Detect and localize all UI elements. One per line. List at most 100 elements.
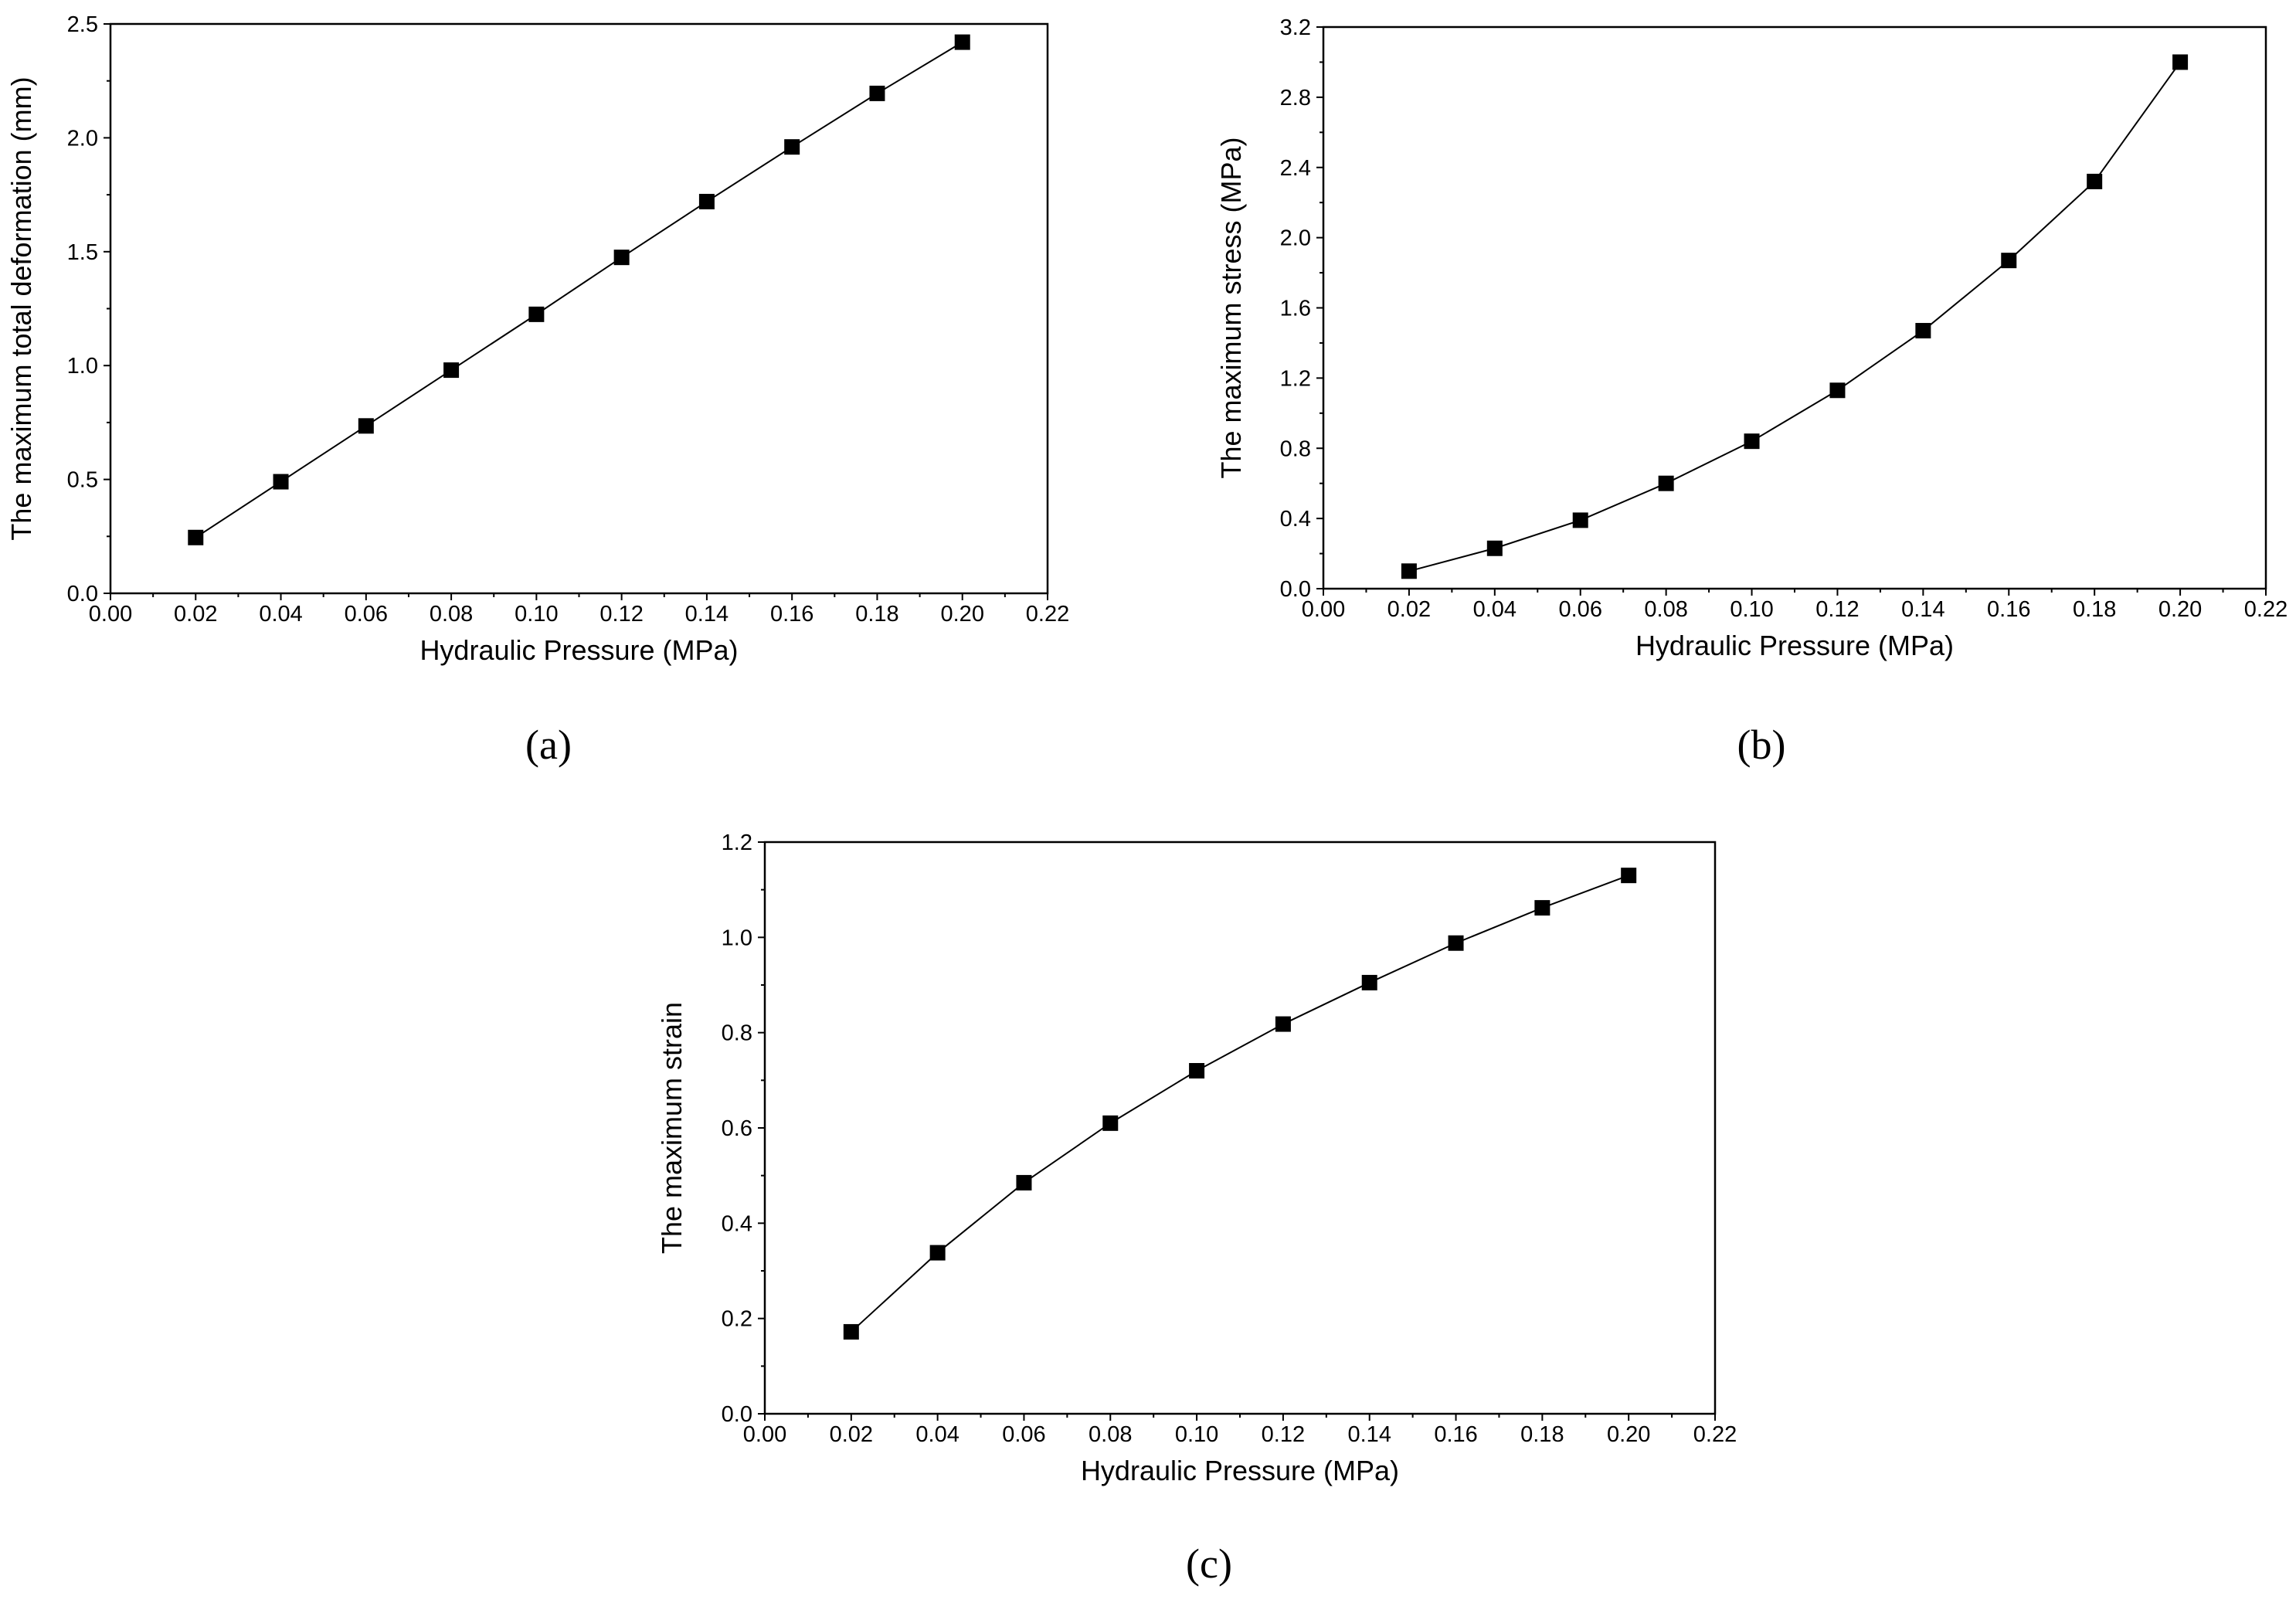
x-tick-label: 0.06: [1559, 597, 1602, 622]
data-point-marker: [1915, 323, 1931, 339]
chart-panel-1: 0.00 0.02 0.04 0.06 0.08 0.10 0.12 0.14 0.16 0.18…: [5, 12, 1069, 768]
data-point-marker: [784, 139, 800, 155]
panel-label: (a): [525, 722, 572, 768]
data-point-marker: [188, 529, 204, 545]
x-tick-label: 0.12: [1262, 1422, 1305, 1447]
data-point-marker: [1572, 512, 1588, 528]
y-tick-label: 1.5: [67, 240, 98, 265]
chart-panel-3: 0.00 0.02 0.04 0.06 0.08 0.10 0.12 0.14 0.16 0.18…: [656, 830, 1737, 1587]
data-point-marker: [1016, 1174, 1032, 1191]
panel-label: (c): [1186, 1540, 1232, 1587]
y-tick-label: 2.0: [1280, 226, 1311, 251]
y-tick-label: 2.5: [67, 12, 98, 37]
y-tick-label: 0.2: [722, 1307, 752, 1332]
data-point-marker: [443, 362, 460, 379]
y-tick-label: 3.2: [1280, 15, 1311, 40]
x-tick-label: 0.00: [1302, 597, 1345, 622]
x-tick-label: 0.20: [2158, 597, 2202, 622]
series-line: [1408, 61, 2181, 572]
data-point-marker: [929, 1245, 946, 1261]
data-point-marker: [528, 306, 545, 322]
x-tick-label: 0.04: [1473, 597, 1517, 622]
x-tick-label: 0.14: [685, 602, 729, 627]
x-axis-label: Hydraulic Pressure (MPa): [1635, 630, 1954, 661]
x-tick-label: 0.20: [1607, 1422, 1650, 1447]
y-tick-label: 0.4: [1280, 507, 1311, 532]
x-tick-label: 0.02: [830, 1422, 873, 1447]
y-axis-label: The maximum stress (MPa): [1215, 137, 1247, 478]
y-tick-label: 1.2: [1280, 366, 1311, 391]
y-tick-label: 0.0: [722, 1402, 752, 1427]
x-tick-label: 0.16: [1434, 1422, 1477, 1447]
data-point-marker: [843, 1323, 859, 1340]
data-point-marker: [698, 193, 715, 209]
x-axis-label: Hydraulic Pressure (MPa): [419, 634, 738, 666]
series-line: [851, 875, 1629, 1333]
y-tick-label: 0.8: [1280, 436, 1311, 461]
x-tick-label: 0.00: [743, 1422, 786, 1447]
y-axis-label: The maximum total deformation (mm): [5, 76, 37, 540]
y-tick-label: 2.4: [1280, 156, 1311, 181]
data-point-marker: [1189, 1063, 1205, 1078]
plot-frame: [109, 22, 1049, 595]
data-point-marker: [1621, 868, 1637, 884]
data-point-marker: [1744, 433, 1760, 450]
data-point-marker: [2172, 54, 2189, 70]
x-tick-label: 0.10: [515, 602, 558, 627]
x-tick-label: 0.22: [1693, 1422, 1737, 1447]
y-tick-label: 2.0: [67, 126, 98, 151]
plot-frame: [1322, 25, 2267, 590]
data-point-marker: [1486, 540, 1503, 556]
x-tick-label: 0.16: [770, 602, 813, 627]
data-point-marker: [1829, 382, 1846, 399]
data-point-marker: [1448, 935, 1464, 951]
data-point-marker: [1102, 1115, 1119, 1131]
y-axis-label: The maximum strain: [656, 1002, 688, 1254]
x-tick-label: 0.02: [1387, 597, 1431, 622]
y-tick-label: 1.0: [722, 926, 752, 950]
data-point-marker: [1658, 475, 1674, 491]
y-tick-label: 1.6: [1280, 297, 1311, 321]
x-tick-label: 0.16: [1987, 597, 2030, 622]
chart-panel-2: 0.00 0.02 0.04 0.06 0.08 0.10 0.12 0.14 0.16 0.18…: [1215, 15, 2288, 768]
data-point-marker: [1401, 563, 1417, 579]
x-tick-label: 0.04: [915, 1422, 959, 1447]
y-tick-label: 0.5: [67, 468, 98, 493]
x-tick-label: 0.10: [1175, 1422, 1218, 1447]
x-tick-label: 0.10: [1730, 597, 1773, 622]
panel-label: (b): [1737, 722, 1786, 768]
y-tick-label: 0.4: [722, 1211, 752, 1236]
x-tick-label: 0.08: [1644, 597, 1687, 622]
y-tick-label: 0.6: [722, 1116, 752, 1141]
x-tick-label: 0.12: [1815, 597, 1859, 622]
y-tick-label: 1.2: [722, 830, 752, 855]
series-line: [195, 41, 963, 538]
data-point-marker: [954, 34, 970, 50]
data-point-marker: [869, 85, 885, 101]
x-tick-label: 0.22: [2244, 597, 2288, 622]
x-axis-label: Hydraulic Pressure (MPa): [1081, 1455, 1399, 1486]
y-tick-label: 0.0: [1280, 577, 1311, 602]
x-tick-label: 0.18: [855, 602, 898, 627]
x-tick-label: 0.00: [89, 602, 132, 627]
x-tick-label: 0.08: [430, 602, 473, 627]
x-tick-label: 0.02: [174, 602, 217, 627]
x-tick-label: 0.12: [599, 602, 643, 627]
x-tick-label: 0.14: [1901, 597, 1944, 622]
y-tick-label: 0.0: [67, 582, 98, 606]
x-tick-label: 0.06: [345, 602, 388, 627]
y-tick-label: 0.8: [722, 1021, 752, 1046]
data-point-marker: [273, 474, 289, 490]
x-tick-label: 0.18: [2073, 597, 2116, 622]
x-tick-label: 0.18: [1520, 1422, 1564, 1447]
plot-frame: [763, 841, 1717, 1415]
y-tick-label: 1.0: [67, 354, 98, 379]
data-point-marker: [1361, 974, 1377, 990]
x-tick-label: 0.20: [941, 602, 984, 627]
x-tick-label: 0.06: [1002, 1422, 1045, 1447]
x-tick-label: 0.04: [259, 602, 302, 627]
y-tick-label: 2.8: [1280, 86, 1311, 110]
data-point-marker: [1534, 900, 1550, 916]
data-point-marker: [1275, 1016, 1291, 1032]
